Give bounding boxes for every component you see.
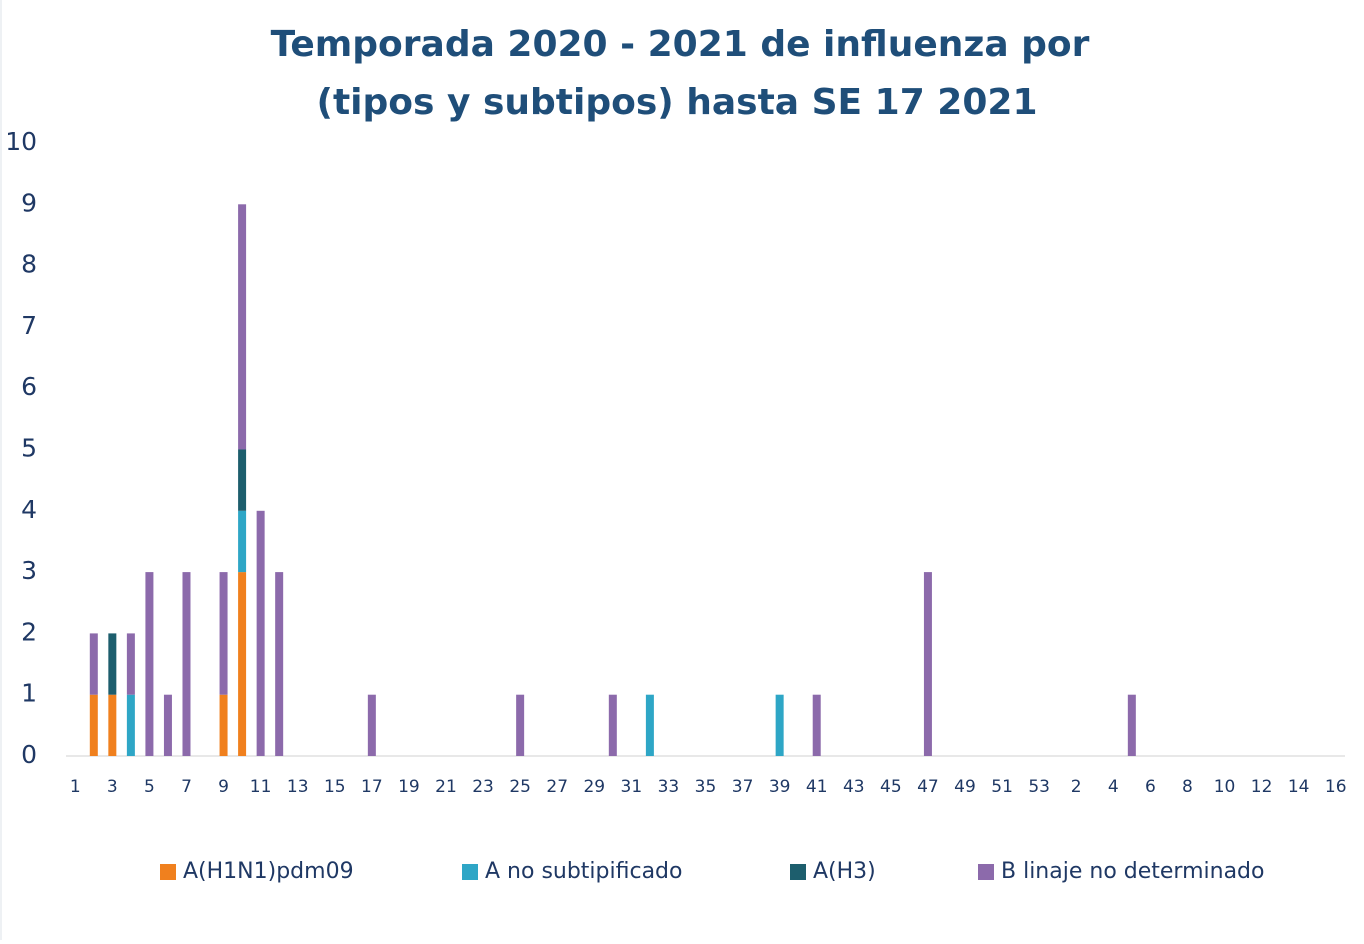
legend-label: A no subtipificado (485, 859, 682, 884)
x-tick-label: 29 (583, 777, 605, 797)
x-tick-label: 37 (732, 777, 754, 797)
legend-label: A(H1N1)pdm09 (183, 859, 354, 884)
x-tick-label: 1 (70, 777, 81, 797)
y-tick-label: 9 (21, 188, 37, 217)
bar-segment (126, 633, 135, 695)
bar-segment (108, 694, 117, 756)
y-tick-label: 3 (21, 556, 37, 585)
bar-segment (126, 694, 135, 756)
x-tick-label: 5 (144, 777, 155, 797)
bar-segment (182, 572, 191, 756)
bar-segment (238, 204, 247, 450)
x-tick-label: 7 (181, 777, 192, 797)
x-tick-label: 10 (1214, 777, 1236, 797)
bar-segment (645, 694, 654, 756)
bar-segment (275, 572, 284, 756)
legend-swatch (790, 864, 806, 880)
x-tick-label: 19 (398, 777, 420, 797)
y-tick-label: 6 (21, 372, 37, 401)
x-tick-label: 31 (621, 777, 643, 797)
x-tick-label: 47 (917, 777, 939, 797)
bar-segment (238, 449, 247, 511)
y-tick-label: 5 (21, 434, 37, 463)
x-tick-label: 45 (880, 777, 902, 797)
bar-segment (367, 694, 376, 756)
bar-segment (812, 694, 821, 756)
legend-label: A(H3) (813, 859, 876, 884)
y-tick-label: 2 (21, 617, 37, 646)
bar-segment (238, 510, 247, 573)
y-tick-label: 8 (21, 250, 37, 279)
x-tick-label: 49 (954, 777, 976, 797)
x-tick-label: 9 (218, 777, 229, 797)
bar-segment (108, 633, 117, 695)
x-tick-label: 33 (658, 777, 680, 797)
y-tick-label: 10 (5, 127, 37, 156)
x-tick-label: 13 (287, 777, 309, 797)
bar-segment (89, 633, 98, 695)
x-tick-label: 3 (107, 777, 118, 797)
legend-label: B linaje no determinado (1001, 859, 1264, 884)
x-tick-label: 23 (472, 777, 494, 797)
x-tick-label: 15 (324, 777, 346, 797)
x-tick-label: 16 (1325, 777, 1347, 797)
chart-title: Temporada 2020 - 2021 de influenza por (271, 24, 1090, 65)
bar-segment (163, 694, 172, 756)
x-tick-label: 14 (1288, 777, 1310, 797)
x-tick-label: 35 (695, 777, 717, 797)
bar-segment (775, 694, 784, 756)
x-tick-label: 25 (509, 777, 531, 797)
x-tick-label: 27 (546, 777, 568, 797)
x-tick-label: 12 (1251, 777, 1273, 797)
x-tick-label: 51 (991, 777, 1013, 797)
bar-segment (1127, 694, 1136, 756)
bar-segment (256, 510, 265, 756)
x-tick-label: 39 (769, 777, 791, 797)
bar-segment (145, 572, 154, 756)
bar-segment (219, 572, 228, 695)
legend-swatch (160, 864, 176, 880)
bar-segment (238, 572, 247, 756)
x-tick-label: 2 (1071, 777, 1082, 797)
bar-segment (516, 694, 525, 756)
y-tick-label: 4 (21, 495, 37, 524)
x-tick-label: 17 (361, 777, 383, 797)
y-tick-label: 7 (21, 311, 37, 340)
x-tick-label: 53 (1028, 777, 1050, 797)
x-tick-label: 21 (435, 777, 457, 797)
bar-segment (608, 694, 617, 756)
chart-title: (tipos y subtipos) hasta SE 17 2021 (316, 82, 1037, 123)
x-tick-label: 4 (1108, 777, 1119, 797)
x-tick-label: 43 (843, 777, 865, 797)
legend-swatch (978, 864, 994, 880)
bar-segment (89, 694, 98, 756)
bar-segment (923, 572, 932, 756)
x-tick-label: 6 (1145, 777, 1156, 797)
y-tick-label: 0 (21, 740, 37, 769)
bar-segment (219, 694, 228, 756)
x-tick-label: 8 (1182, 777, 1193, 797)
x-tick-label: 11 (250, 777, 272, 797)
legend-swatch (462, 864, 478, 880)
x-tick-label: 41 (806, 777, 828, 797)
y-tick-label: 1 (21, 679, 37, 708)
